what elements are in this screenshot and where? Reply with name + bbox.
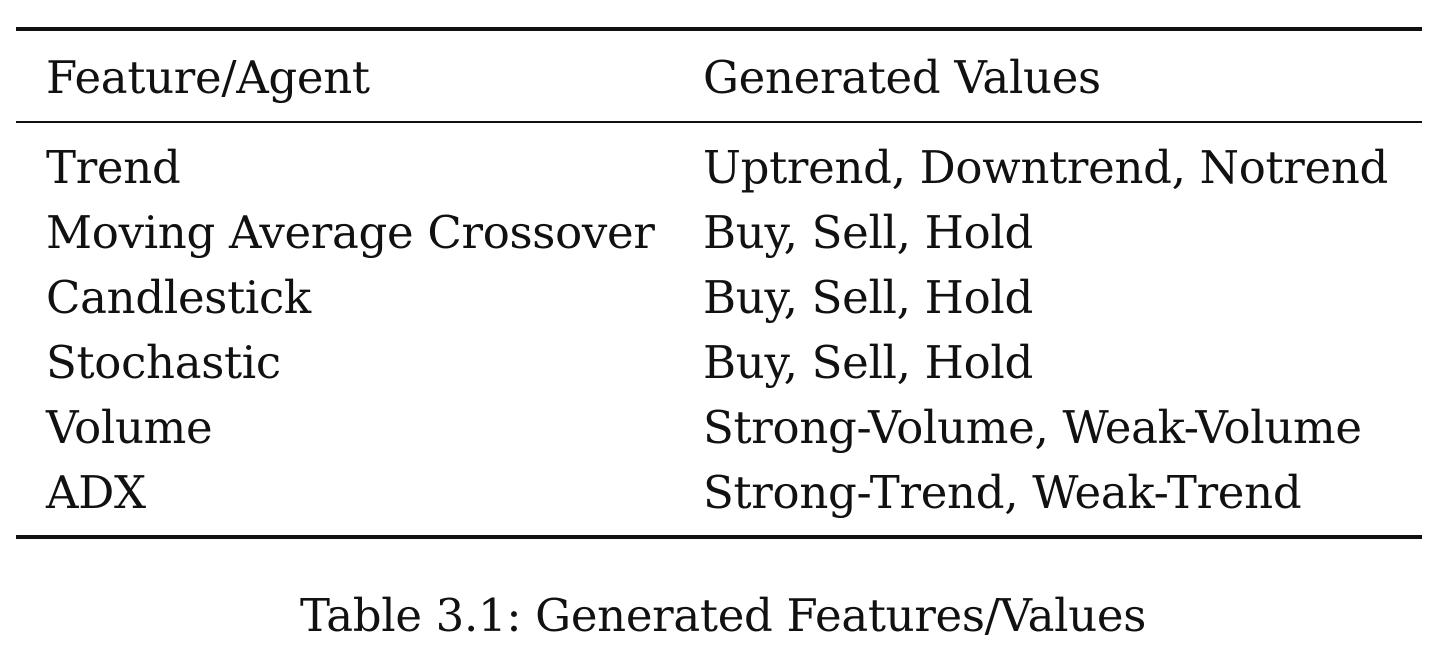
table-cell-feature: Trend bbox=[46, 141, 181, 194]
table-header-feature: Feature/Agent bbox=[46, 51, 370, 104]
table-bottom-rule bbox=[16, 535, 1422, 539]
table-caption: Table 3.1: Generated Features/Values bbox=[299, 589, 1147, 642]
table-cell-values: Buy, Sell, Hold bbox=[703, 271, 1033, 324]
table-cell-feature: Volume bbox=[46, 401, 213, 454]
table-cell-values: Buy, Sell, Hold bbox=[703, 206, 1033, 259]
table-cell-values: Strong-Trend, Weak-Trend bbox=[703, 466, 1302, 519]
table-cell-feature: Stochastic bbox=[46, 336, 281, 389]
table-cell-values: Uptrend, Downtrend, Notrend bbox=[703, 141, 1389, 194]
table-top-rule bbox=[16, 27, 1422, 31]
table-cell-feature: Moving Average Crossover bbox=[46, 206, 655, 259]
table-header-values: Generated Values bbox=[703, 51, 1101, 104]
table-header-rule bbox=[16, 121, 1422, 123]
table-cell-values: Buy, Sell, Hold bbox=[703, 336, 1033, 389]
table-cell-values: Strong-Volume, Weak-Volume bbox=[703, 401, 1362, 454]
table-cell-feature: ADX bbox=[46, 466, 146, 519]
table-cell-feature: Candlestick bbox=[46, 271, 311, 324]
